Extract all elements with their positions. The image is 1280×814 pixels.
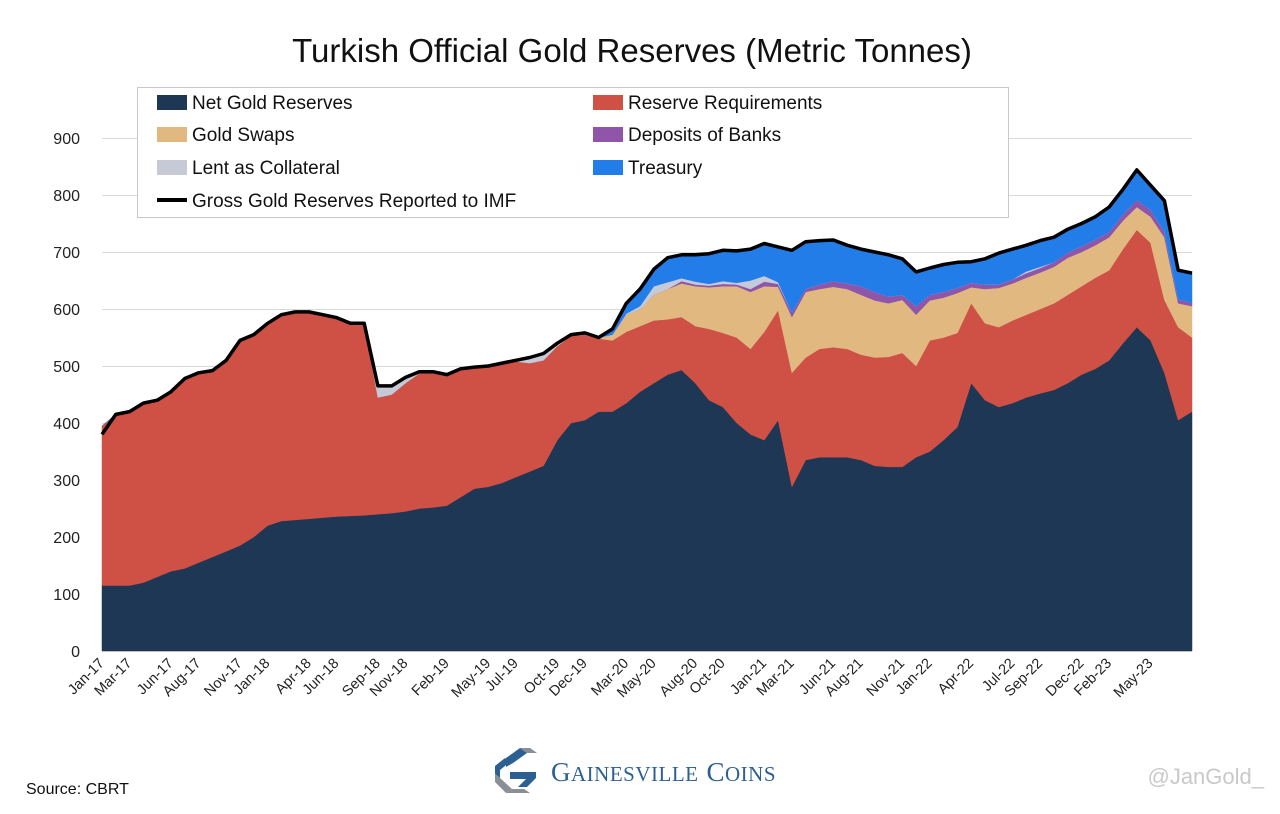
legend-box: [137, 87, 1009, 218]
y-tick-label: 100: [53, 587, 80, 604]
x-tick-label: Feb-19: [409, 656, 453, 700]
legend-label-treasury: Treasury: [628, 158, 703, 179]
y-tick-label: 700: [53, 245, 80, 262]
y-tick-label: 600: [53, 302, 80, 319]
legend-swatch-swaps: [157, 127, 187, 142]
y-tick-label: 500: [53, 359, 80, 376]
author-handle: @JanGold_: [1147, 764, 1264, 789]
source-note: Source: CBRT: [26, 781, 129, 798]
stacked-areas: [101, 169, 1193, 652]
legend-swatch-lent: [157, 160, 187, 175]
line-gross-gold-reserves: [100, 168, 1193, 436]
legend-swatch-treasury: [593, 160, 623, 175]
legend-label-gross: Gross Gold Reserves Reported to IMF: [192, 191, 516, 212]
y-tick-label: 300: [53, 473, 80, 490]
gross-line-layer: [100, 168, 1193, 436]
legend-label-lent: Lent as Collateral: [192, 158, 340, 179]
legend-label-reserve-requirements: Reserve Requirements: [628, 93, 822, 114]
y-tick-label: 0: [71, 644, 80, 661]
legend: Net Gold Reserves Reserve Requirements G…: [137, 87, 1009, 218]
legend-label-deposits: Deposits of Banks: [628, 125, 781, 146]
y-tick-label: 200: [53, 530, 80, 547]
legend-swatch-reserve-requirements: [593, 95, 623, 110]
y-axis: 0 100 200 300 400 500 600 700 800 900: [53, 131, 80, 661]
y-tick-label: 400: [53, 416, 80, 433]
x-tick-label: Apr-22: [935, 656, 977, 698]
brand-name: GAINESVILLE COINS: [551, 757, 776, 787]
legend-swatch-deposits: [593, 127, 623, 142]
legend-label-net: Net Gold Reserves: [192, 93, 353, 114]
legend-label-swaps: Gold Swaps: [192, 125, 294, 146]
legend-swatch-net: [157, 95, 187, 110]
chart-title: Turkish Official Gold Reserves (Metric T…: [292, 32, 972, 69]
y-tick-label: 800: [53, 188, 80, 205]
y-tick-label: 900: [53, 131, 80, 148]
gainesville-coins-logo: GAINESVILLE COINS: [495, 748, 776, 793]
logo-mark-icon: [495, 748, 537, 793]
x-tick-label: May-23: [1111, 656, 1157, 702]
